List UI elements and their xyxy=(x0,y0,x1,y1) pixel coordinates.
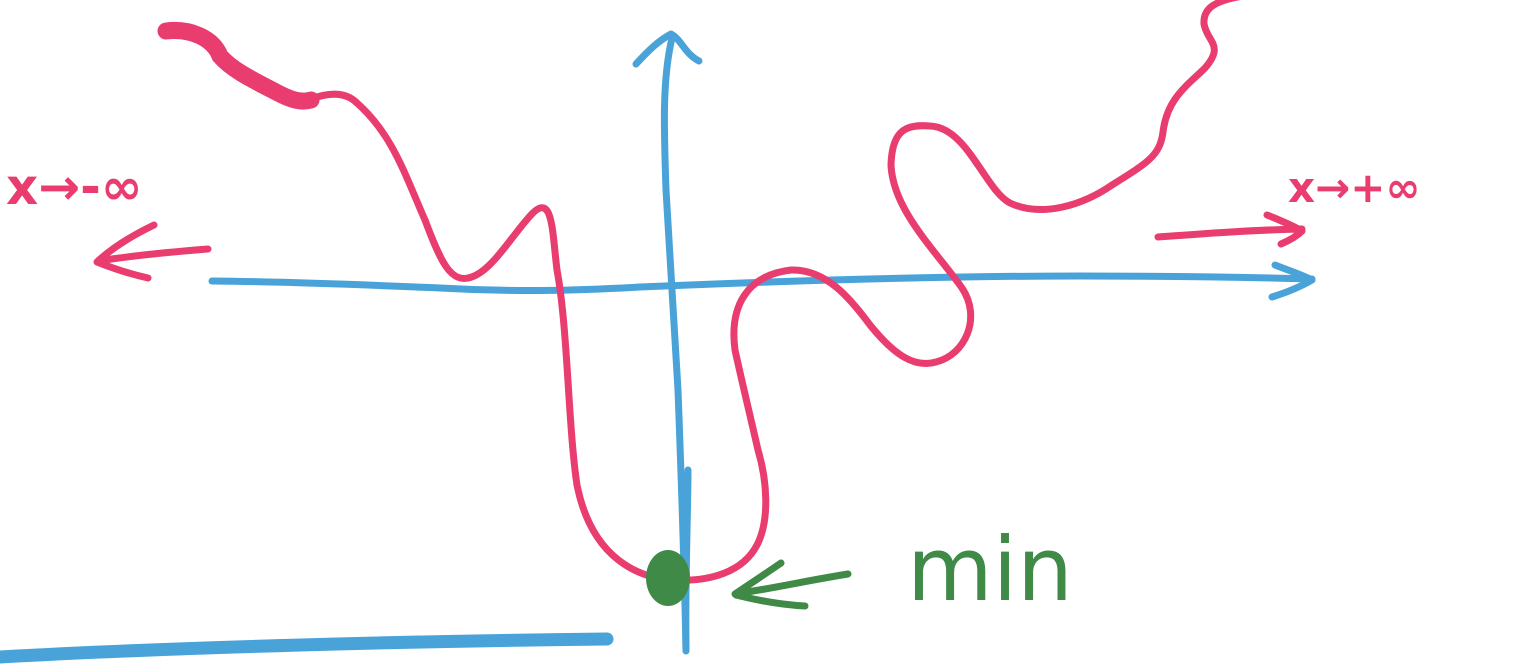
minimum-pointer-arrow xyxy=(731,559,852,610)
left-limit-label: x→-∞ xyxy=(6,158,143,216)
y-axis-lower-thick-stroke xyxy=(682,466,692,655)
y-axis-arrowhead xyxy=(632,30,703,68)
minimum-point xyxy=(646,550,690,606)
minimum-marker-group: min xyxy=(646,518,1073,621)
right-direction-arrow xyxy=(1154,211,1306,248)
coordinate-axes xyxy=(208,30,1316,655)
lower-baseline-stroke xyxy=(0,632,614,664)
minimum-label: min xyxy=(907,518,1073,621)
curve-main-path xyxy=(307,0,1241,584)
function-curve xyxy=(157,0,1241,584)
right-limit-label: x→+∞ xyxy=(1288,163,1420,212)
direction-arrows xyxy=(93,211,1306,282)
curve-left-tail-stroke xyxy=(157,21,320,110)
x-axis-line xyxy=(208,272,1316,295)
x-axis-arrowhead xyxy=(1268,261,1316,301)
left-direction-arrow xyxy=(93,221,212,282)
y-axis-line xyxy=(660,34,690,654)
